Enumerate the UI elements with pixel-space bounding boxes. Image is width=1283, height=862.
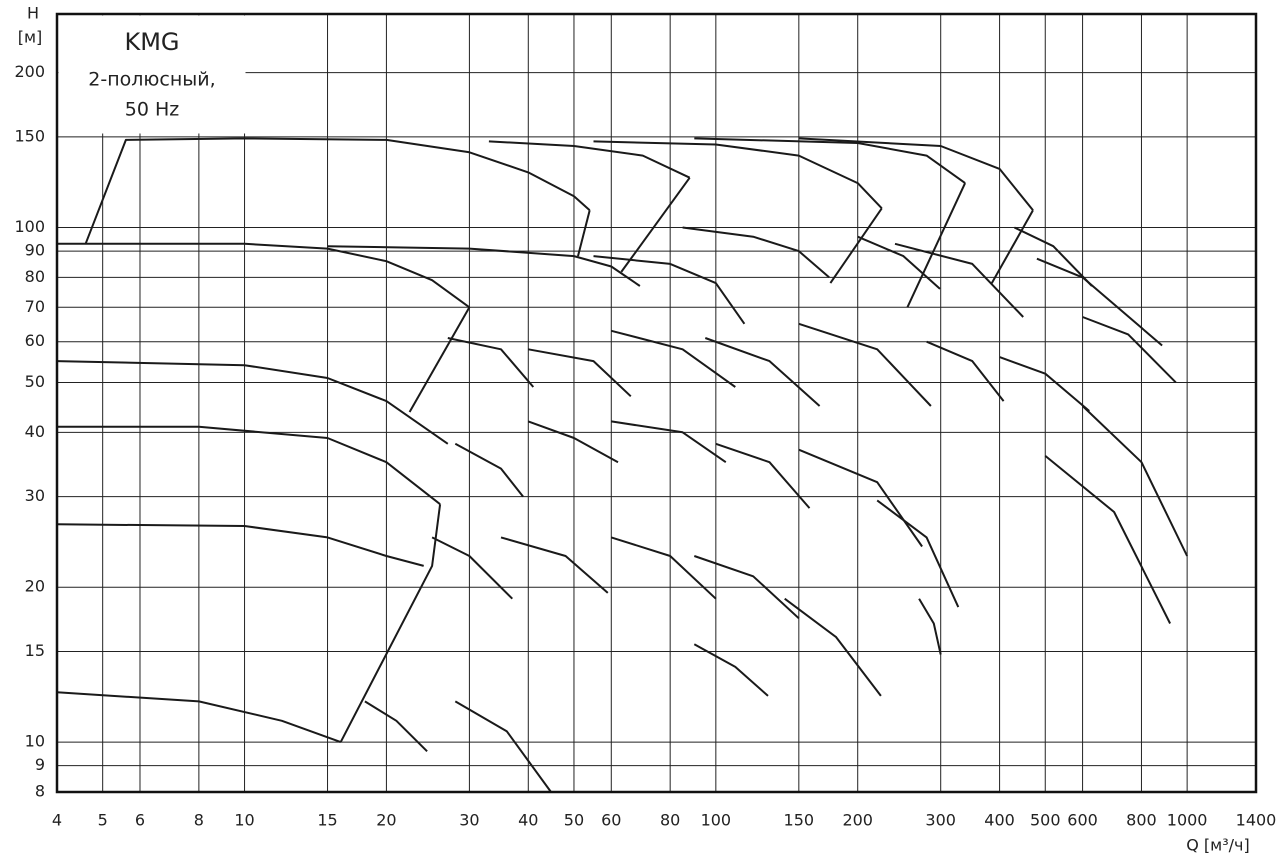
- qh-curve: [577, 210, 591, 257]
- qh-curve: [56, 691, 342, 744]
- y-axis-label: H: [27, 4, 39, 23]
- qh-curve: [798, 137, 1034, 211]
- qh-curve: [798, 448, 923, 548]
- qh-curve: [56, 523, 424, 567]
- qh-curve: [798, 322, 932, 407]
- y-tick-label: 30: [25, 486, 45, 505]
- y-tick-label: 100: [14, 217, 45, 236]
- qh-curve: [454, 700, 552, 793]
- qh-curve: [857, 235, 941, 290]
- qh-curve: [56, 360, 449, 445]
- x-tick-label: 6: [135, 811, 145, 830]
- qh-curve: [454, 442, 524, 498]
- qh-curve: [829, 207, 883, 284]
- qh-curve: [339, 504, 442, 743]
- x-tick-label: 600: [1067, 811, 1098, 830]
- legend-subtitle: 2-полюсный,: [88, 69, 215, 91]
- qh-curve: [57, 242, 470, 309]
- y-tick-label: 70: [25, 297, 45, 316]
- qh-curve: [694, 137, 966, 184]
- x-tick-label: 15: [317, 811, 337, 830]
- x-tick-label: 60: [601, 811, 621, 830]
- x-tick-label: 150: [784, 811, 815, 830]
- x-tick-label: 10: [234, 811, 254, 830]
- qh-curve: [500, 536, 609, 594]
- x-tick-label: 40: [518, 811, 538, 830]
- x-tick-label: 500: [1030, 811, 1061, 830]
- y-tick-label: 150: [14, 126, 45, 145]
- qh-curve: [876, 499, 960, 608]
- qh-curve: [926, 340, 1005, 402]
- qh-curve: [593, 255, 746, 325]
- qh-curve: [611, 329, 736, 388]
- x-axis-label: Q [м³/ч]: [1186, 836, 1250, 855]
- qh-curve: [527, 420, 619, 464]
- y-tick-label: 80: [25, 267, 45, 286]
- qh-curve: [593, 140, 883, 209]
- qh-curve: [364, 700, 428, 753]
- qh-curve: [1013, 226, 1093, 287]
- qh-curve: [57, 425, 441, 505]
- x-tick-label: 20: [376, 811, 396, 830]
- qh-curve: [1082, 316, 1177, 384]
- y-tick-label: 8: [35, 782, 45, 801]
- x-tick-label: 100: [701, 811, 732, 830]
- x-tick-label: 5: [98, 811, 108, 830]
- qh-curve: [894, 242, 1024, 318]
- qh-curve: [704, 337, 821, 407]
- qh-curve: [1044, 455, 1171, 624]
- qh-curve: [918, 598, 942, 655]
- qh-curve: [693, 643, 769, 697]
- qh-curve: [488, 140, 691, 179]
- y-tick-label: 60: [25, 331, 45, 350]
- qh-curve: [999, 356, 1090, 412]
- qh-curve: [990, 209, 1034, 284]
- x-tick-label: 4: [52, 811, 62, 830]
- x-tick-label: 1000: [1167, 811, 1208, 830]
- x-tick-label: 300: [925, 811, 956, 830]
- legend-title: KMG: [124, 28, 179, 56]
- qh-curve: [528, 348, 632, 398]
- y-tick-label: 50: [25, 372, 45, 391]
- y-tick-label: 20: [25, 577, 45, 596]
- x-tick-label: 800: [1126, 811, 1157, 830]
- plot-frame: [55, 12, 1258, 794]
- y-tick-label: 40: [25, 422, 45, 441]
- qh-curve: [693, 555, 800, 620]
- y-tick-label: 10: [25, 732, 45, 751]
- qh-curve: [84, 137, 591, 245]
- x-tick-label: 400: [984, 811, 1015, 830]
- qh-curve: [431, 536, 514, 600]
- qh-curve: [620, 177, 691, 273]
- qh-curve: [784, 597, 882, 697]
- x-tick-label: 8: [194, 811, 204, 830]
- qh-curve: [610, 536, 717, 600]
- qh-curve: [447, 337, 535, 388]
- qh-curve: [1036, 257, 1163, 347]
- qh-curve: [682, 226, 830, 279]
- qh-curve: [715, 442, 811, 509]
- x-tick-label: 80: [660, 811, 680, 830]
- y-tick-label: 200: [14, 62, 45, 81]
- qh-curve: [408, 306, 471, 413]
- x-tick-label: 200: [842, 811, 873, 830]
- y-tick-label: 15: [25, 641, 45, 660]
- legend-box: [58, 15, 246, 134]
- y-tick-label: 90: [25, 241, 45, 260]
- x-tick-label: 30: [459, 811, 479, 830]
- qh-curve: [611, 420, 727, 464]
- y-tick-label: 9: [35, 755, 45, 774]
- qh-curve: [327, 245, 641, 287]
- x-tick-label: 1400: [1236, 811, 1277, 830]
- legend-subtitle: 50 Hz: [125, 99, 180, 121]
- y-axis-unit: [м]: [18, 28, 43, 47]
- x-tick-label: 50: [564, 811, 584, 830]
- qh-curve: [1081, 405, 1188, 557]
- qh-curve: [906, 182, 967, 308]
